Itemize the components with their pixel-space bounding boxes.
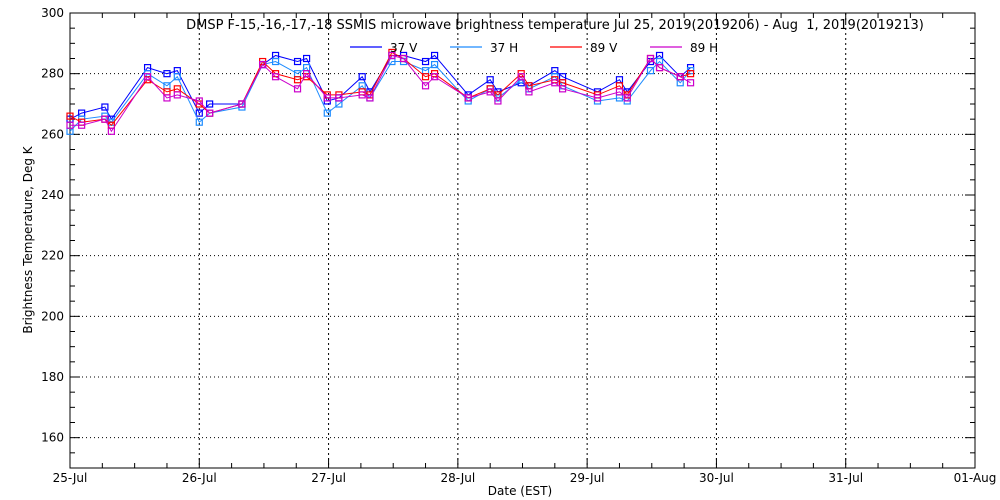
data-point [421,57,430,66]
data-point [358,73,366,81]
data-point [206,100,214,108]
series-89-h [66,51,695,135]
series-line [69,60,691,132]
data-point [101,115,109,123]
data-point [623,94,631,102]
data-point [421,73,430,81]
series-line [69,51,691,126]
data-point [358,91,366,99]
data-point [206,109,214,117]
y-axis-label: Brightness Temperature, Deg K [21,145,35,333]
data-point [388,51,396,60]
x-tick-label: 26-Jul [182,471,217,485]
data-point [66,121,74,129]
data-point [551,79,559,87]
data-point [486,76,494,84]
x-tick-label: 01-Aug [954,471,997,485]
data-point [107,127,115,135]
series-line [69,54,691,121]
data-point [66,112,74,120]
legend-label: 89 H [690,41,718,55]
chart-title: DMSP F-15,-16,-17,-18 SSMIS microwave br… [186,18,924,33]
data-point [676,73,684,81]
data-point [558,85,567,93]
data-point [293,57,302,66]
data-point [525,88,533,96]
y-tick-label: 300 [41,6,64,20]
x-tick-label: 27-Jul [311,471,346,485]
data-point [593,94,602,102]
data-point [293,76,302,84]
series-37-h [66,57,695,135]
data-point [494,97,502,105]
data-point [430,60,439,69]
x-tick-label: 28-Jul [440,471,475,485]
data-point [195,109,203,117]
data-point [323,94,331,102]
data-point [143,73,152,81]
data-point [399,54,408,63]
series-group [66,48,695,135]
x-tick-label: 30-Jul [699,471,734,485]
data-point [486,88,494,96]
data-point [421,82,430,90]
x-tick-label: 25-Jul [53,471,88,485]
data-point [163,70,171,78]
data-point [366,94,374,102]
y-tick-label: 180 [41,370,64,384]
legend-label: 89 V [590,41,618,55]
legend-label: 37 V [390,41,418,55]
data-point [646,67,655,75]
data-point [195,97,203,105]
data-point [686,70,695,78]
data-point [323,109,331,117]
data-point [259,60,267,69]
series-37-v [66,51,695,123]
plot-frame [69,12,976,469]
data-point [238,100,246,108]
x-axis-label: Date (EST) [488,484,552,498]
data-point [646,54,655,63]
data-point [335,94,343,102]
x-tick-label: 29-Jul [570,471,605,485]
data-point [293,85,302,93]
data-point [101,103,109,111]
data-point [195,118,203,126]
y-tick-label: 280 [41,67,64,81]
data-point [615,88,624,96]
data-point [655,63,664,72]
data-point [302,54,311,63]
legend: 37 V 37 H 89 V 89 H [350,41,718,55]
x-tick-label: 31-Jul [828,471,863,485]
data-point [163,94,171,102]
y-tick-label: 260 [41,127,64,141]
data-point [271,57,280,66]
data-point [464,94,472,102]
y-tick-label: 160 [41,431,64,445]
y-tick-label: 200 [41,309,64,323]
data-point [686,79,695,87]
tick-labels: 160 180 200 220 240 260 280 300 25-Jul 26-Jul 27-J… [41,6,996,485]
legend-label: 37 H [490,41,518,55]
data-point [430,73,439,81]
y-tick-label: 220 [41,249,64,263]
y-tick-label: 240 [41,188,64,202]
data-point [302,70,311,78]
data-point [78,121,86,129]
data-point [430,51,439,60]
data-point [517,73,525,81]
series-line [70,54,691,133]
data-point [173,91,181,99]
data-point [173,73,181,81]
data-point [271,73,280,81]
